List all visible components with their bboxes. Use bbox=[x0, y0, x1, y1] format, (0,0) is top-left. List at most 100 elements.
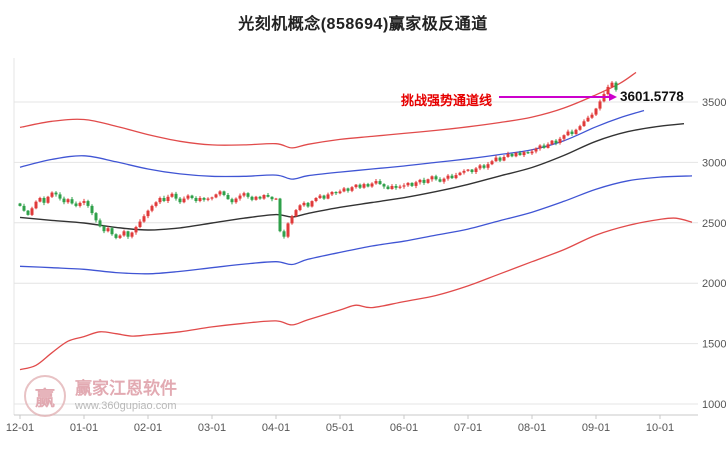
x-tick-label: 12-01 bbox=[6, 422, 34, 434]
candle bbox=[530, 151, 534, 154]
x-tick-label: 04-01 bbox=[262, 422, 290, 434]
candle bbox=[582, 121, 586, 127]
candle bbox=[538, 145, 542, 149]
x-axis-labels: 12-01 01-01 02-01 03-01 04-01 05-01 06-01 07-01… bbox=[6, 415, 674, 434]
candle bbox=[514, 152, 518, 157]
candle bbox=[74, 203, 78, 206]
candle bbox=[190, 195, 194, 198]
x-tick-label: 09-01 bbox=[582, 422, 610, 434]
candle bbox=[430, 176, 434, 180]
candle bbox=[450, 175, 454, 179]
candle bbox=[258, 196, 262, 199]
candle bbox=[150, 205, 154, 211]
candle bbox=[362, 184, 366, 188]
candle bbox=[142, 216, 146, 222]
candle bbox=[338, 191, 342, 194]
candle bbox=[502, 157, 506, 161]
candle bbox=[70, 199, 74, 204]
candle bbox=[66, 199, 70, 203]
candle bbox=[462, 170, 466, 173]
price-label: 3601.5778 bbox=[620, 89, 684, 104]
candle bbox=[354, 184, 358, 188]
candle bbox=[102, 226, 106, 232]
channel-lines bbox=[19, 71, 693, 371]
candle bbox=[494, 157, 498, 162]
candle bbox=[82, 201, 86, 203]
candle bbox=[222, 191, 226, 195]
candle bbox=[274, 198, 278, 200]
candle bbox=[58, 194, 62, 199]
candle bbox=[42, 198, 46, 203]
candle bbox=[22, 205, 26, 211]
candle bbox=[486, 164, 490, 168]
candle bbox=[110, 228, 114, 235]
candle bbox=[314, 198, 318, 201]
candle bbox=[34, 201, 38, 209]
candle bbox=[62, 198, 66, 203]
candle bbox=[170, 193, 174, 197]
candle bbox=[182, 198, 186, 203]
candle bbox=[410, 182, 414, 186]
candle bbox=[378, 181, 382, 185]
candle bbox=[262, 195, 266, 199]
candle bbox=[478, 165, 482, 169]
candle bbox=[174, 193, 178, 199]
candle bbox=[346, 188, 350, 191]
candle bbox=[394, 186, 398, 188]
x-tick-label: 06-01 bbox=[390, 422, 418, 434]
candle bbox=[238, 195, 242, 199]
candle bbox=[306, 202, 310, 207]
candle bbox=[414, 182, 418, 186]
candle bbox=[226, 195, 230, 200]
candle bbox=[398, 186, 402, 188]
gridlines bbox=[13, 58, 698, 416]
candle bbox=[374, 181, 378, 184]
candle bbox=[498, 157, 502, 161]
candle bbox=[30, 208, 34, 215]
x-tick-label: 08-01 bbox=[518, 422, 546, 434]
candle bbox=[46, 196, 50, 203]
candle bbox=[50, 192, 54, 197]
candle bbox=[230, 199, 234, 203]
channel-line-upper_blue bbox=[19, 109, 645, 180]
candle bbox=[590, 114, 594, 118]
candle bbox=[106, 228, 110, 232]
candle bbox=[606, 86, 610, 95]
candle bbox=[122, 231, 126, 236]
candle bbox=[586, 117, 590, 122]
x-tick-label: 10-01 bbox=[646, 422, 674, 434]
candle bbox=[166, 196, 170, 201]
candle bbox=[118, 235, 122, 238]
candle bbox=[198, 198, 202, 201]
candle bbox=[210, 197, 214, 199]
candle bbox=[522, 152, 526, 156]
candle bbox=[550, 140, 554, 145]
candle bbox=[90, 205, 94, 214]
candle bbox=[162, 198, 166, 201]
candle bbox=[546, 144, 550, 148]
candle bbox=[570, 131, 574, 134]
y-tick-label: 1500 bbox=[702, 339, 726, 351]
candle bbox=[382, 184, 386, 187]
candle bbox=[526, 152, 530, 154]
channel-annotation-label: 挑战强势通道线 bbox=[401, 93, 493, 108]
candle bbox=[518, 152, 522, 156]
candle bbox=[38, 198, 42, 202]
watermark-brand: 赢家江恩软件 bbox=[75, 378, 177, 398]
y-tick-label: 2000 bbox=[702, 278, 726, 290]
watermark-url: www.360gupiao.com bbox=[75, 400, 177, 413]
candle bbox=[390, 186, 394, 189]
candle bbox=[558, 138, 562, 143]
candle bbox=[610, 82, 614, 87]
candle bbox=[202, 198, 206, 200]
candle bbox=[254, 196, 258, 200]
candle bbox=[434, 176, 438, 180]
candle bbox=[302, 202, 306, 206]
candle bbox=[234, 198, 238, 203]
x-tick-label: 03-01 bbox=[198, 422, 226, 434]
x-tick-label: 05-01 bbox=[326, 422, 354, 434]
watermark: 赢 赢家江恩软件 www.360gupiao.com bbox=[24, 375, 177, 417]
candle bbox=[578, 126, 582, 130]
candle bbox=[534, 148, 538, 152]
